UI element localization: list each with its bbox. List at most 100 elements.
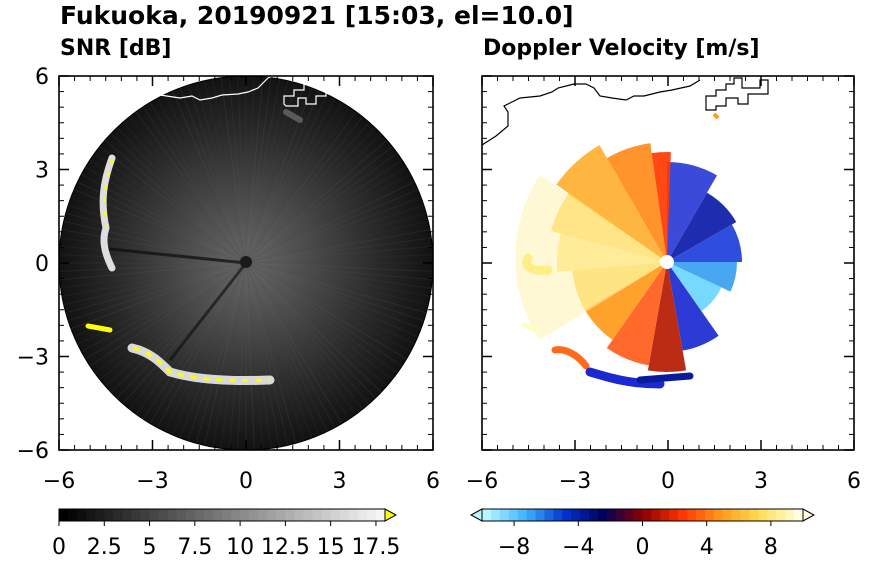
- snr-streak: [245, 127, 376, 264]
- doppler-radar-center: [660, 255, 674, 269]
- y-tick-label: 3: [35, 159, 49, 184]
- colorbar-cell: [704, 509, 715, 521]
- colorbar-tick-label: 5: [143, 535, 157, 560]
- snr-streak: [228, 262, 247, 450]
- snr-streak: [195, 82, 247, 264]
- x-tick-label: −3: [559, 469, 591, 494]
- colorbar-cell: [553, 509, 563, 521]
- snr-streak: [172, 90, 247, 264]
- colorbar-tick-label: 8: [764, 535, 778, 560]
- snr-streak: [245, 262, 429, 306]
- snr-streak: [245, 262, 432, 289]
- snr-streak: [142, 106, 247, 264]
- colorbar-cell: [713, 509, 724, 521]
- snr-streak: [245, 152, 398, 264]
- snr-streak: [245, 98, 336, 264]
- colorbar-tick-label: 17.5: [351, 535, 400, 560]
- snr-streak: [245, 116, 363, 264]
- snr-streak: [245, 229, 431, 264]
- snr-streak: [116, 262, 247, 399]
- snr-streak: [245, 262, 431, 297]
- snr-streak: [245, 262, 427, 314]
- snr-streak: [94, 152, 247, 264]
- doppler-sector: [667, 262, 719, 351]
- snr-streak: [245, 121, 370, 264]
- colorbar-extend-min: [469, 508, 483, 522]
- x-tick-label: 0: [661, 469, 675, 494]
- snr-streak: [245, 262, 425, 322]
- snr-streak: [245, 111, 357, 264]
- snr-streak: [245, 262, 280, 448]
- colorbar-extend-max: [802, 508, 816, 522]
- snr-streak: [237, 262, 247, 450]
- snr-streak: [164, 94, 247, 264]
- snr-streak: [245, 159, 403, 264]
- snr-streak: [195, 262, 247, 444]
- y-tick-label: 6: [35, 65, 49, 90]
- x-tick-label: −3: [136, 469, 168, 494]
- doppler-sector: [556, 145, 667, 262]
- colorbar-cell: [258, 509, 268, 521]
- snr-streak: [245, 212, 427, 264]
- snr-streak: [245, 262, 336, 428]
- colorbar-cell: [508, 509, 519, 521]
- snr-streak: [110, 262, 247, 393]
- snr-streak: [110, 133, 247, 264]
- snr-streak: [228, 76, 247, 264]
- snr-streak: [156, 98, 247, 264]
- colorbar-cell: [122, 509, 132, 521]
- colorbar-cell: [544, 509, 554, 521]
- colorbar-cell: [348, 509, 359, 521]
- colorbar-cell: [321, 509, 332, 521]
- colorbar-extend-max: [384, 508, 398, 522]
- snr-streak: [245, 262, 363, 410]
- colorbar-cell: [276, 509, 286, 521]
- colorbar-cell: [490, 509, 501, 521]
- colorbar-cell: [68, 509, 78, 521]
- colorbar-cell: [624, 509, 635, 521]
- colorbar-cell: [562, 509, 572, 521]
- snr-streak: [220, 77, 247, 264]
- colorbar-cell: [194, 509, 205, 521]
- colorbar-tick-label: −4: [562, 535, 594, 560]
- colorbar-cell: [131, 509, 141, 521]
- snr-streak: [149, 102, 247, 264]
- snr-streak: [94, 262, 247, 374]
- figure-title: Fukuoka, 20190921 [15:03, el=10.0]: [60, 1, 574, 30]
- snr-streak: [63, 262, 247, 306]
- snr-panel: SNR [dB] −6 −3 0 3 6 6 3 0 −3 −6 0 2.5 5 7.5 10 12.5 15…: [17, 36, 440, 560]
- colorbar-cell: [176, 509, 187, 521]
- snr-streak: [122, 121, 247, 264]
- snr-streak: [99, 262, 247, 380]
- colorbar-cell: [167, 509, 178, 521]
- doppler-sector: [584, 262, 667, 340]
- snr-streak: [187, 262, 247, 442]
- colorbar-tick-label: 0: [636, 535, 650, 560]
- doppler-panel: Doppler Velocity [m/s] −6 −3 0 3 6 −8 −4 0 4 8: [466, 36, 861, 560]
- snr-streak: [245, 262, 272, 449]
- doppler-outer-field: [515, 175, 667, 340]
- snr-streak: [203, 80, 247, 264]
- snr-streak: [67, 262, 247, 322]
- doppler-sector: [667, 192, 737, 262]
- snr-plot-area: [59, 76, 433, 450]
- colorbar-cell: [267, 509, 277, 521]
- snr-streak: [245, 262, 415, 345]
- snr-streak: [245, 80, 289, 264]
- colorbar-cell: [375, 509, 386, 521]
- x-tick-label: −6: [466, 469, 498, 494]
- colorbar-cell: [212, 509, 223, 521]
- colorbar-cell: [597, 509, 608, 521]
- snr-radial-streaks: [59, 76, 433, 450]
- colorbar-cell: [517, 509, 528, 521]
- snr-streak: [245, 262, 350, 420]
- doppler-sector: [667, 262, 737, 292]
- colorbar-cell: [749, 509, 759, 521]
- snr-streak: [99, 146, 247, 264]
- snr-streak: [245, 90, 320, 264]
- snr-streak: [245, 204, 425, 264]
- snr-streak: [164, 262, 247, 432]
- colorbar-tick-label: 0: [52, 535, 66, 560]
- snr-streak: [81, 262, 247, 353]
- snr-streak: [65, 212, 247, 264]
